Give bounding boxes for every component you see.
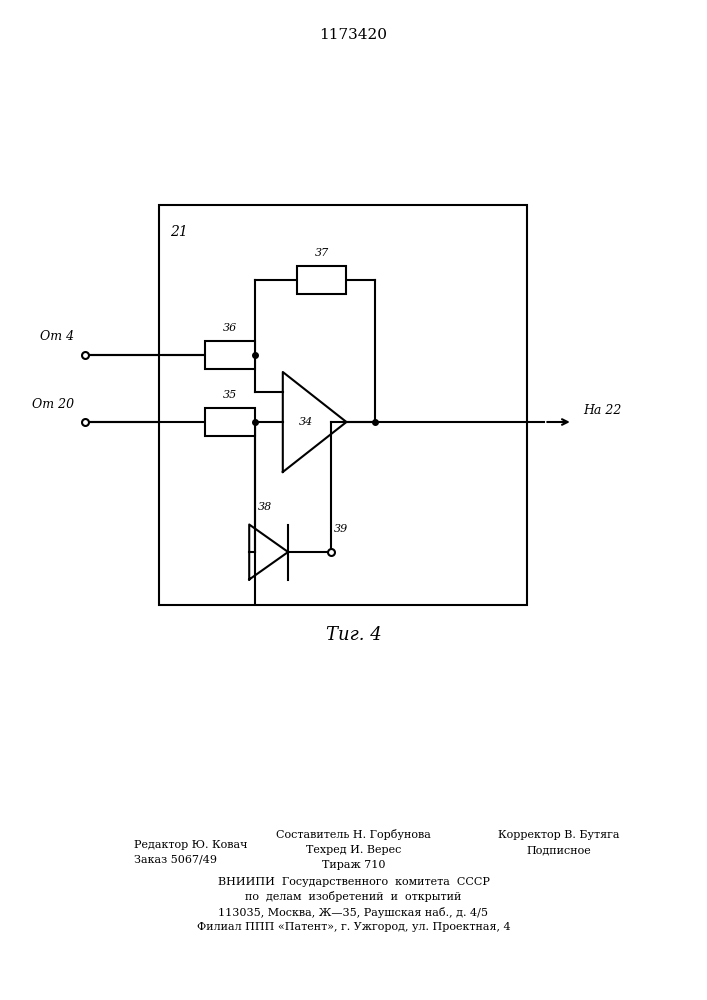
Text: Редактор Ю. Ковач: Редактор Ю. Ковач [134, 840, 248, 850]
Text: 39: 39 [334, 524, 349, 534]
Polygon shape [249, 524, 288, 580]
Text: по  делам  изобретений  и  открытий: по делам изобретений и открытий [245, 892, 462, 902]
Polygon shape [283, 372, 346, 472]
Text: 34: 34 [299, 417, 313, 427]
Text: 35: 35 [223, 390, 237, 400]
Text: ВНИИПИ  Государственного  комитета  СССР: ВНИИПИ Государственного комитета СССР [218, 877, 489, 887]
Text: 113035, Москва, Ж—35, Раушская наб., д. 4/5: 113035, Москва, Ж—35, Раушская наб., д. … [218, 906, 489, 918]
Text: Заказ 5067/49: Заказ 5067/49 [134, 855, 217, 865]
Bar [159, 205, 527, 605]
Text: От 20: От 20 [32, 397, 74, 410]
Text: 21: 21 [170, 225, 187, 239]
Text: Филиал ППП «Патент», г. Ужгород, ул. Проектная, 4: Филиал ППП «Патент», г. Ужгород, ул. Про… [197, 922, 510, 932]
Bar [297, 266, 346, 294]
Text: 36: 36 [223, 323, 237, 333]
Text: Τиг. 4: Τиг. 4 [326, 626, 381, 644]
Text: 37: 37 [315, 248, 329, 258]
Text: 1173420: 1173420 [320, 28, 387, 42]
Text: На 22: На 22 [583, 403, 621, 416]
Bar [205, 341, 255, 369]
Text: 38: 38 [258, 502, 272, 512]
Text: Составитель Н. Горбунова: Составитель Н. Горбунова [276, 830, 431, 840]
Text: Техред И. Верес: Техред И. Верес [306, 845, 401, 855]
Text: Корректор В. Бутяга: Корректор В. Бутяга [498, 830, 619, 840]
Bar [205, 408, 255, 436]
Text: Подписное: Подписное [526, 845, 591, 855]
Text: Тираж 710: Тираж 710 [322, 860, 385, 870]
Text: От 4: От 4 [40, 330, 74, 344]
